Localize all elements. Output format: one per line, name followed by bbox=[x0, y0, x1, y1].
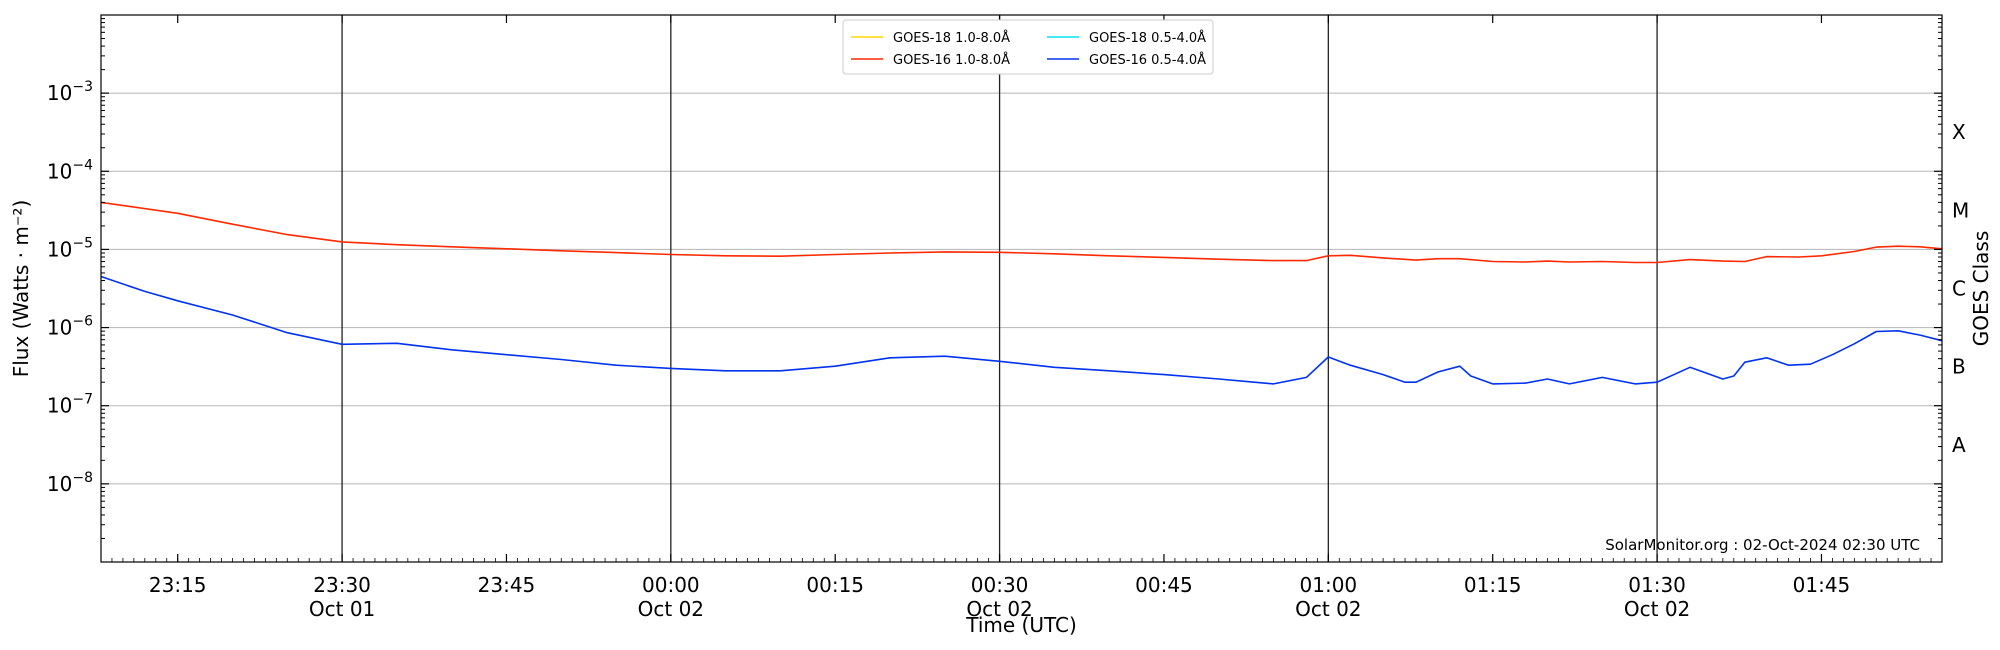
horizontal-grid bbox=[101, 92, 1942, 485]
x-tick-label: 01:45 bbox=[1793, 573, 1851, 597]
goes-class-x: X bbox=[1952, 120, 1966, 144]
legend-label: GOES-16 1.0-8.0Å bbox=[893, 52, 1010, 68]
series-line bbox=[100, 201, 1943, 264]
series-layer bbox=[100, 201, 1943, 385]
x-tick-label: 01:15 bbox=[1464, 573, 1522, 597]
x-tick-date-label: Oct 02 bbox=[638, 597, 704, 621]
y-axis-ticks: 10−8 10−7 10−6 10−5 10−4 10−3 bbox=[47, 18, 1942, 539]
y-tick-label: 10−7 bbox=[47, 392, 93, 418]
goes-class-c: C bbox=[1952, 277, 1966, 301]
legend-entry: GOES-16 0.5-4.0Å bbox=[1047, 52, 1206, 68]
right-axis-title: GOES Class bbox=[1969, 231, 1993, 347]
x-tick-date-label: Oct 02 bbox=[966, 597, 1032, 621]
y-tick-label: 10−5 bbox=[47, 235, 93, 261]
goes-class-a: A bbox=[1952, 433, 1966, 457]
x-tick-label: 23:30 bbox=[313, 573, 371, 597]
legend-entry: GOES-18 1.0-8.0Å bbox=[851, 30, 1010, 46]
goes-class-m: M bbox=[1952, 198, 1969, 222]
y-tick-label: 10−3 bbox=[47, 79, 93, 105]
plot-frame bbox=[100, 14, 1943, 563]
vertical-time-lines bbox=[341, 15, 1658, 562]
legend-label: GOES-18 1.0-8.0Å bbox=[893, 30, 1010, 46]
x-tick-label: 01:00 bbox=[1300, 573, 1358, 597]
x-tick-date-label: Oct 02 bbox=[1295, 597, 1361, 621]
goes-class-b: B bbox=[1952, 355, 1966, 379]
x-tick-label: 23:15 bbox=[149, 573, 207, 597]
x-tick-label: 00:00 bbox=[642, 573, 700, 597]
x-tick-date-label: Oct 02 bbox=[1624, 597, 1690, 621]
legend-frame bbox=[842, 19, 1214, 75]
series-line bbox=[100, 275, 1943, 385]
y-tick-label: 10−6 bbox=[47, 314, 93, 340]
x-tick-label: 01:30 bbox=[1628, 573, 1686, 597]
y-tick-label: 10−4 bbox=[47, 157, 93, 183]
x-tick-label: 00:15 bbox=[806, 573, 864, 597]
x-tick-label: 00:45 bbox=[1135, 573, 1193, 597]
legend-label: GOES-16 0.5-4.0Å bbox=[1089, 52, 1206, 68]
y-tick-label: 10−8 bbox=[47, 470, 93, 496]
x-tick-label: 23:45 bbox=[478, 573, 536, 597]
x-tick-date-label: Oct 01 bbox=[309, 597, 375, 621]
legend-label: GOES-18 0.5-4.0Å bbox=[1089, 30, 1206, 46]
x-axis-title: Time (UTC) bbox=[965, 613, 1077, 637]
legend-entry: GOES-16 1.0-8.0Å bbox=[851, 52, 1010, 68]
legend-entry: GOES-18 0.5-4.0Å bbox=[1047, 30, 1206, 46]
x-tick-label: 00:30 bbox=[971, 573, 1029, 597]
goes-class-labels: A B C M X bbox=[1952, 120, 1969, 457]
y-axis-title: Flux (Watts · m⁻²) bbox=[9, 200, 33, 378]
legend: GOES-18 1.0-8.0Å GOES-18 0.5-4.0Å GOES-16 … bbox=[842, 19, 1214, 75]
credit-annotation: SolarMonitor.org : 02-Oct-2024 02:30 UTC bbox=[1605, 536, 1920, 554]
